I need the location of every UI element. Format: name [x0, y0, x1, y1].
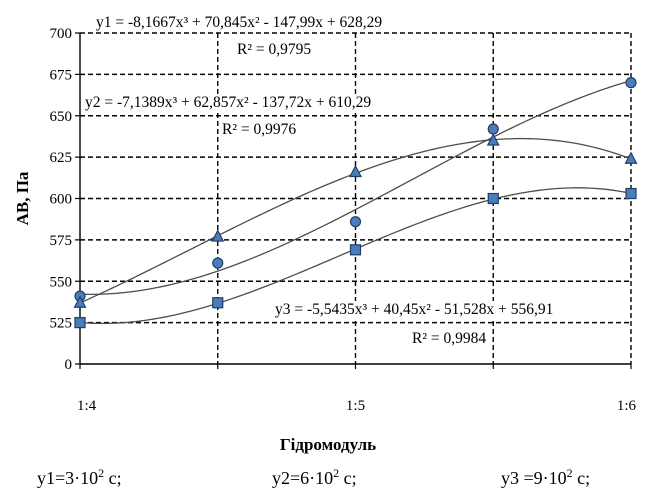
point-y3-2 — [212, 297, 224, 309]
r-squared-y3: R² = 0,9984 — [412, 330, 486, 347]
legend-y1-label: y1=3·10 — [37, 468, 99, 488]
point-y3-1 — [74, 317, 86, 329]
point-y2-4 — [486, 133, 500, 146]
point-y1-5 — [625, 77, 637, 89]
y-tick-label-550: 550 — [50, 274, 73, 290]
point-y2-1 — [73, 295, 87, 308]
y-axis-title: АВ, Па — [13, 171, 32, 225]
point-y1-4 — [487, 123, 499, 135]
trend-equation-y3: y3 = -5,5435x³ + 40,45x² - 51,528x + 556… — [275, 301, 553, 318]
y-tick-label-675: 675 — [50, 67, 73, 83]
point-y3-4 — [487, 192, 499, 205]
x-tick-label-1-6: 1:6 — [617, 398, 637, 414]
r-squared-y2: R² = 0,9976 — [222, 121, 296, 138]
legend-y1-unit: с; — [104, 468, 122, 488]
x-tick-label-1-4: 1:4 — [77, 398, 97, 414]
legend-y2: y2=6·102 с; — [272, 466, 357, 489]
point-y3-3 — [349, 244, 362, 256]
r-squared-y3-background — [410, 330, 489, 347]
point-y3-5 — [625, 187, 637, 200]
legend-y3: y3 =9·102 с; — [501, 466, 590, 489]
trend-equation-y2: y2 = -7,1389x³ + 62,857x² - 137,72x + 61… — [85, 94, 371, 111]
point-y1-2 — [212, 257, 224, 269]
legend-y3-label: y3 =9·10 — [501, 468, 567, 488]
y-tick-label-600: 600 — [50, 192, 73, 208]
y-tick-label-700: 700 — [50, 26, 73, 42]
point-y1-3 — [349, 216, 362, 228]
trend-equation-y2-background — [83, 94, 374, 111]
trend-equation-y3-background — [273, 301, 556, 318]
legend-y2-label: y2=6·10 — [272, 468, 334, 488]
y-tick-label-525: 525 — [50, 316, 73, 332]
y-tick-label-650: 650 — [50, 109, 73, 125]
point-y2-5 — [624, 151, 638, 164]
legend-y2-exponent: 2 — [333, 466, 340, 480]
point-y2-3 — [349, 164, 362, 178]
y-tick-label-575: 575 — [50, 233, 73, 249]
legend-y2-unit: с; — [339, 468, 357, 488]
trend-equation-y1-background — [94, 14, 385, 31]
trendline-y1 — [79, 80, 632, 295]
trend-equation-y1: y1 = -8,1667x³ + 70,845x² - 147,99x + 62… — [96, 14, 382, 31]
r-squared-y2-background — [220, 121, 299, 138]
legend-y1: y1=3·102 с; — [37, 466, 122, 489]
legend-y3-unit: с; — [572, 468, 591, 488]
r-squared-y1: R² = 0,9795 — [237, 41, 311, 58]
r-squared-y1-background — [235, 41, 314, 58]
x-axis-title: Гідромодуль — [280, 435, 376, 454]
y-tick-label-625: 625 — [50, 150, 73, 166]
legend-y1-exponent: 2 — [98, 466, 105, 480]
x-tick-label-1-5: 1:5 — [346, 398, 365, 414]
point-y2-2 — [211, 229, 225, 242]
y-tick-label-0: 0 — [65, 357, 73, 373]
legend-y3-exponent: 2 — [566, 466, 573, 480]
